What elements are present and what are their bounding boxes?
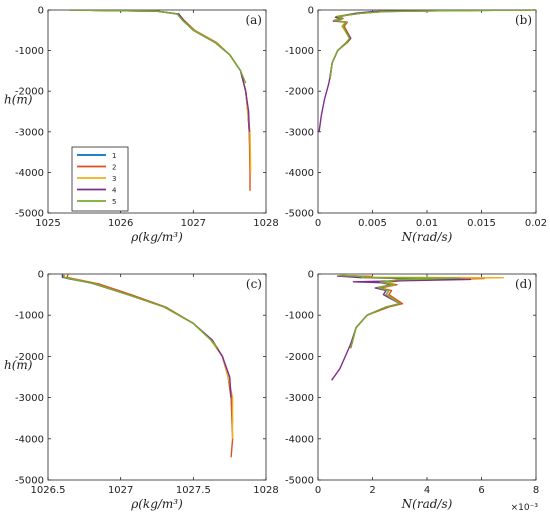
panel-d: 0 2 4 6 8 0 -1000 -2000 -3000 -4000 -5000 N(rad/s) ×… — [285, 270, 539, 514]
y-tick-label: -2000 — [15, 352, 44, 363]
x-tick-label: 0.005 — [358, 218, 387, 229]
y-tick-label: -1000 — [285, 311, 314, 322]
y-tick-label: -3000 — [285, 393, 314, 404]
legend: 1 2 3 4 5 — [71, 146, 129, 212]
y-tick-label: -4000 — [285, 168, 314, 179]
series-line-5 — [329, 10, 536, 80]
y-tick-label: -1000 — [285, 46, 314, 57]
legend-entry-label: 1 — [112, 152, 116, 160]
series-line-5 — [63, 274, 219, 349]
x-tick-label: 1027 — [181, 218, 206, 229]
x-axis-label: N(rad/s) — [401, 497, 453, 511]
series-group — [318, 10, 536, 132]
x-tick-label: 1027.5 — [176, 485, 211, 496]
series-line-5 — [69, 10, 247, 84]
y-axis-label: h(m) — [4, 358, 33, 372]
x-tick-label: 1028 — [253, 485, 278, 496]
panel-c: 1026.5 1027 1027.5 1028 0 -1000 -2000 -3000 -400… — [4, 270, 279, 512]
x-tick-label: 2 — [369, 485, 375, 496]
x-axis-label: N(rad/s) — [401, 230, 453, 244]
panel-label: (b) — [515, 13, 532, 27]
y-tick-label: -1000 — [15, 311, 44, 322]
legend-entry-label: 3 — [112, 175, 116, 183]
x-tick-label: 1028 — [253, 218, 278, 229]
y-tick-label: -5000 — [285, 476, 314, 487]
panel-label: (a) — [245, 13, 262, 27]
x-tick-label: 0.015 — [467, 218, 496, 229]
axes-box — [317, 9, 537, 214]
y-tick-label: -5000 — [15, 476, 44, 487]
x-tick-label: 0.01 — [416, 218, 438, 229]
x-tick-label: 0 — [315, 218, 321, 229]
panel-a: 1025 1026 1027 1028 0 -1000 -2000 -3000 -4000 -50… — [4, 6, 279, 245]
panel-b: 0 0.005 0.01 0.015 0.02 0 -1000 -2000 -3000 -4000… — [285, 6, 547, 245]
y-tick-label: -3000 — [285, 127, 314, 138]
series-group — [331, 274, 504, 381]
x-multiplier-label: ×10⁻³ — [511, 503, 539, 513]
x-tick-label: 0 — [315, 485, 321, 496]
series-group — [61, 274, 234, 458]
x-tick-label: 1025 — [35, 218, 60, 229]
x-tick-label: 8 — [533, 485, 539, 496]
y-tick-label: -1000 — [15, 46, 44, 57]
y-tick-label: 0 — [38, 270, 44, 281]
x-axis-label: ρ(kg/m³) — [130, 230, 183, 244]
y-tick-label: -5000 — [15, 209, 44, 220]
x-tick-label: 6 — [478, 485, 484, 496]
x-tick-label: 0.02 — [525, 218, 547, 229]
x-axis-label: ρ(kg/m³) — [130, 497, 183, 511]
y-tick-label: -2000 — [285, 352, 314, 363]
axes-box — [317, 273, 537, 481]
y-tick-label: -2000 — [15, 87, 44, 98]
y-axis-label: h(m) — [4, 92, 33, 106]
x-tick-label: 1026 — [108, 218, 133, 229]
panel-label: (d) — [515, 277, 532, 291]
series-line-5 — [339, 274, 461, 349]
y-tick-label: -4000 — [285, 434, 314, 445]
x-tick-label: 1026.5 — [31, 485, 66, 496]
legend-entry-label: 4 — [112, 187, 117, 195]
legend-entry-label: 2 — [112, 164, 116, 172]
y-tick-label: -4000 — [15, 168, 44, 179]
y-tick-label: -3000 — [15, 393, 44, 404]
y-tick-label: 0 — [38, 6, 44, 17]
y-tick-label: -2000 — [285, 87, 314, 98]
y-tick-label: 0 — [308, 270, 314, 281]
panel-label: (c) — [246, 277, 262, 291]
y-tick-label: -5000 — [285, 209, 314, 220]
y-tick-label: -4000 — [15, 434, 44, 445]
x-tick-label: 1027 — [108, 485, 133, 496]
y-tick-label: -3000 — [15, 127, 44, 138]
legend-entry-label: 5 — [112, 198, 116, 206]
series-group — [69, 10, 252, 191]
x-tick-label: 4 — [424, 485, 430, 496]
y-tick-label: 0 — [308, 6, 314, 17]
